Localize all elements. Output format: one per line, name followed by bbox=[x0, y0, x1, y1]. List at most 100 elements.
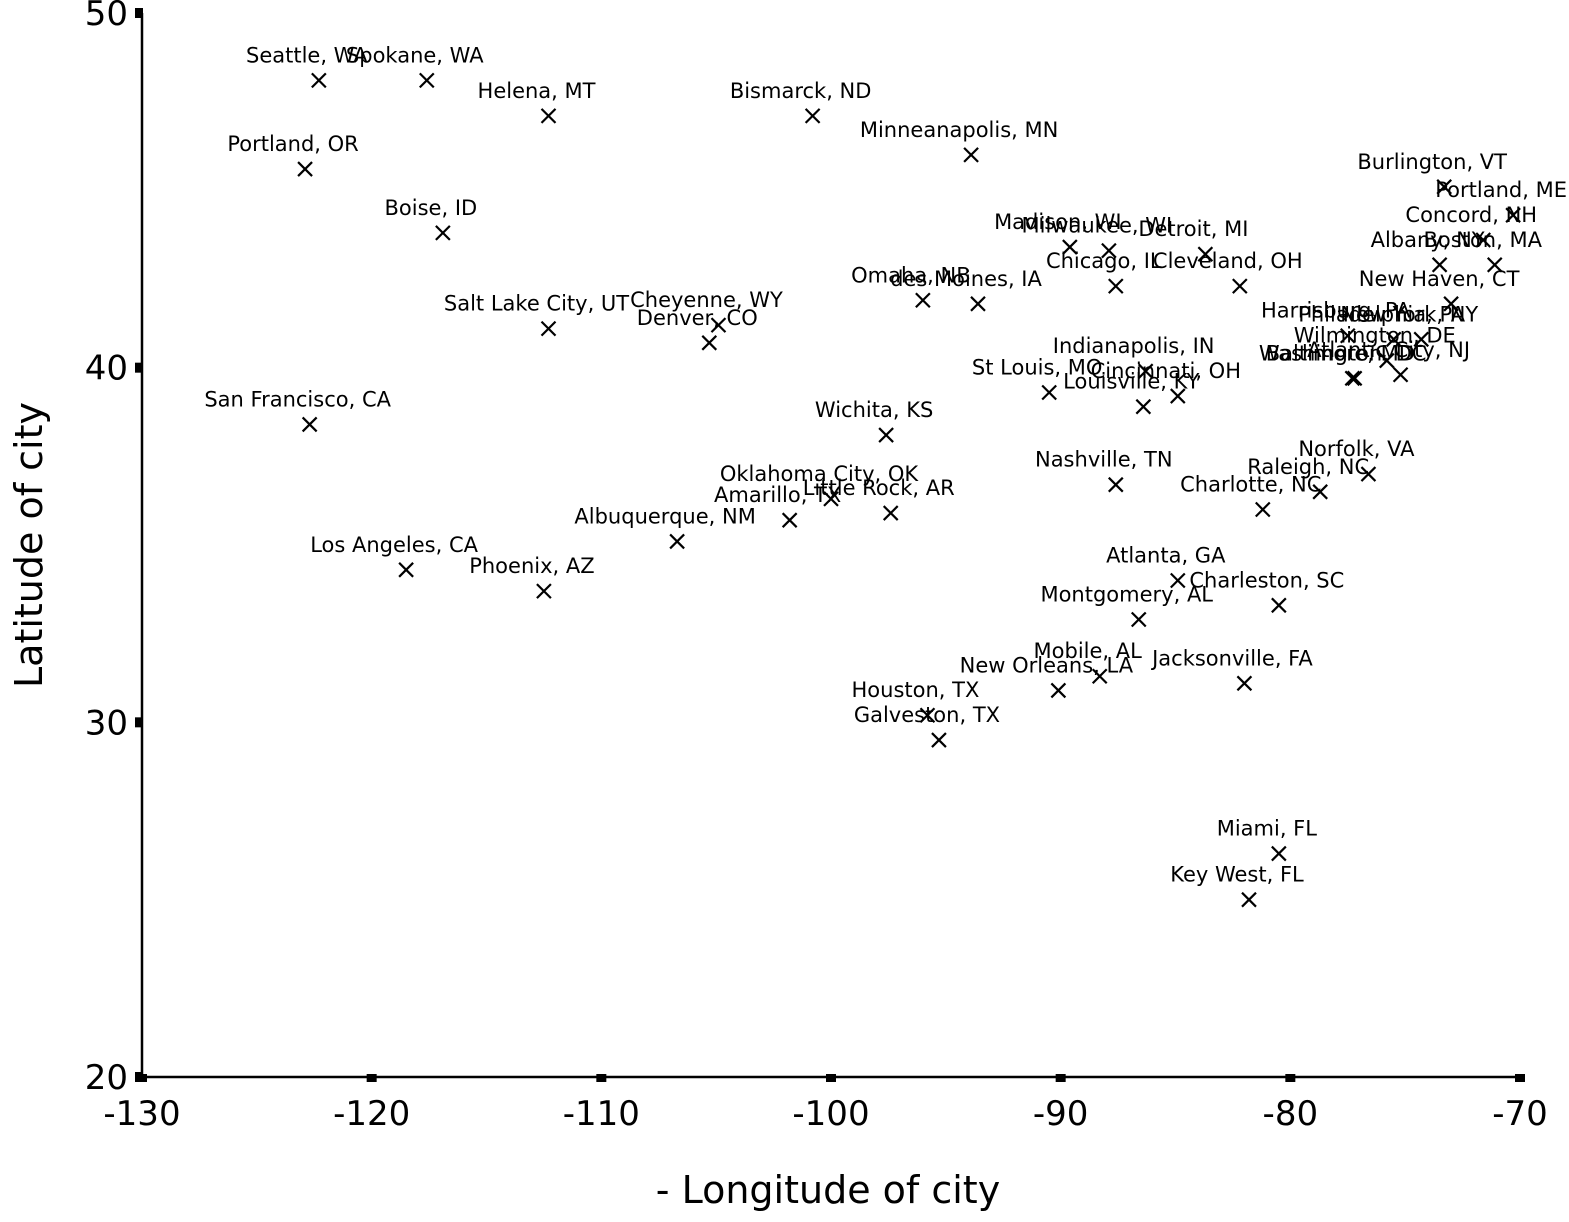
x-axis-title: - Longitude of city bbox=[656, 1168, 1000, 1212]
point-marker-stroke bbox=[540, 108, 557, 124]
point-label: Salt Lake City, UT bbox=[444, 292, 629, 316]
point-label: Concord, NH bbox=[1405, 203, 1537, 227]
data-point: Salt Lake City, UT bbox=[444, 292, 629, 337]
point-label: Galveston, TX bbox=[854, 703, 1000, 727]
point-label: Denver, CO bbox=[637, 306, 758, 330]
point-marker-stroke bbox=[1346, 370, 1363, 387]
data-point: Concord, NH bbox=[1405, 203, 1537, 248]
point-label: Mobile, AL bbox=[1034, 639, 1143, 663]
point-label: Detroit, MI bbox=[1138, 217, 1248, 241]
point-marker-stroke bbox=[1271, 845, 1287, 862]
point-marker-stroke bbox=[701, 335, 718, 351]
point-label: Wilmington, DE bbox=[1294, 324, 1456, 348]
point-marker-stroke bbox=[1436, 179, 1452, 195]
point-label: Phoenix, AZ bbox=[469, 554, 594, 578]
x-tick-label: -100 bbox=[792, 1094, 869, 1134]
x-tick-label: -110 bbox=[563, 1094, 640, 1134]
point-marker-stroke bbox=[1379, 352, 1395, 369]
point-label: Spokane, WA bbox=[346, 43, 484, 67]
point-marker-stroke bbox=[1344, 370, 1361, 387]
point-marker-stroke bbox=[1312, 484, 1328, 500]
data-point: Amarillo, TX bbox=[714, 483, 841, 528]
point-label: Helena, MT bbox=[478, 79, 596, 103]
x-tick bbox=[1285, 1074, 1296, 1082]
point-label: Bismarck, ND bbox=[730, 79, 872, 103]
x-tick bbox=[366, 1074, 377, 1082]
point-label: New Haven, CT bbox=[1359, 267, 1520, 291]
point-marker-stroke bbox=[1130, 611, 1147, 628]
point-label: Chicago, IL bbox=[1046, 249, 1162, 273]
data-point: Albany, NY bbox=[1371, 228, 1485, 273]
point-marker-stroke bbox=[1431, 257, 1448, 273]
data-point: Spokane, WA bbox=[346, 43, 484, 89]
y-tick bbox=[135, 717, 143, 728]
data-point: Jacksonville, FA bbox=[1150, 646, 1313, 692]
point-label: Atlanta, GA bbox=[1106, 543, 1226, 567]
data-point: Helena, MT bbox=[478, 79, 596, 124]
point-marker-stroke bbox=[1135, 398, 1152, 415]
point-label: Key West, FL bbox=[1170, 863, 1304, 887]
x-tick-label: -70 bbox=[1492, 1094, 1548, 1134]
point-marker-stroke bbox=[1041, 384, 1057, 401]
data-point: Cleveland, OH bbox=[1153, 249, 1303, 294]
point-marker-stroke bbox=[311, 72, 327, 89]
point-label: des Moines, IA bbox=[890, 267, 1042, 291]
data-point: St Louis, MO bbox=[972, 355, 1102, 401]
point-label: Milwaukee, WI bbox=[1022, 214, 1173, 238]
point-marker-stroke bbox=[540, 320, 557, 337]
point-marker-stroke bbox=[1413, 331, 1430, 348]
point-marker-stroke bbox=[1385, 331, 1402, 348]
point-label: Louisville, KY bbox=[1063, 370, 1199, 394]
point-marker-stroke bbox=[1137, 363, 1154, 379]
point-label: Albany, NY bbox=[1371, 228, 1485, 252]
point-marker-stroke bbox=[1232, 278, 1248, 294]
point-marker-stroke bbox=[882, 505, 899, 521]
x-tick-label: -80 bbox=[1263, 1094, 1319, 1134]
data-point: Wilmington, DE bbox=[1294, 324, 1456, 369]
point-marker-stroke bbox=[1271, 597, 1287, 614]
data-point: Galveston, TX bbox=[854, 703, 1000, 748]
point-marker-stroke bbox=[1236, 675, 1253, 692]
data-point: Los Angeles, CA bbox=[310, 533, 479, 578]
data-point: Montgomery, AL bbox=[1040, 582, 1213, 628]
point-marker-stroke bbox=[1170, 388, 1186, 404]
point-label: Raleigh, NC bbox=[1247, 455, 1369, 479]
x-tick bbox=[596, 1074, 607, 1082]
point-label: Boise, ID bbox=[385, 196, 478, 220]
data-point: Wichita, KS bbox=[815, 398, 933, 443]
data-point: Cheyenne, WY bbox=[630, 288, 783, 333]
data-point: Charleston, SC bbox=[1189, 568, 1344, 614]
point-marker-stroke bbox=[1254, 501, 1271, 518]
point-marker-stroke bbox=[919, 707, 936, 724]
data-point: Atlanta, GA bbox=[1106, 543, 1226, 589]
point-label: Miami, FL bbox=[1217, 817, 1318, 841]
point-label: Nashville, TN bbox=[1035, 448, 1173, 472]
point-marker-stroke bbox=[1241, 891, 1257, 908]
point-label: Charleston, SC bbox=[1189, 568, 1344, 592]
point-label: Oklahoma City, OK bbox=[720, 462, 920, 486]
point-marker-stroke bbox=[301, 416, 318, 433]
data-point: Milwaukee, WI bbox=[1022, 214, 1173, 259]
point-label: Montgomery, AL bbox=[1040, 582, 1213, 606]
point-label: New Orleans, LA bbox=[960, 653, 1134, 677]
data-point: Mobile, AL bbox=[1034, 639, 1143, 685]
point-marker-stroke bbox=[1505, 207, 1521, 223]
data-point: Houston, TX bbox=[852, 678, 979, 724]
point-marker-stroke bbox=[1339, 327, 1356, 344]
point-marker-stroke bbox=[1050, 682, 1067, 699]
point-label: Los Angeles, CA bbox=[310, 533, 478, 557]
point-label: Philadelphia, PA bbox=[1298, 302, 1466, 326]
point-label: Jacksonville, FA bbox=[1150, 646, 1313, 670]
point-marker-stroke bbox=[1108, 278, 1124, 294]
point-marker-stroke bbox=[1392, 366, 1409, 383]
point-marker-stroke bbox=[1170, 572, 1186, 589]
point-marker-stroke bbox=[878, 427, 894, 443]
data-point: Albuquerque, NM bbox=[574, 504, 756, 550]
data-point: New York, NY bbox=[1340, 302, 1478, 348]
point-marker-stroke bbox=[419, 72, 435, 89]
point-label: Minneanapolis, MN bbox=[860, 118, 1059, 142]
data-point: des Moines, IA bbox=[890, 267, 1042, 312]
point-label: Cheyenne, WY bbox=[630, 288, 783, 312]
point-marker-stroke bbox=[536, 583, 552, 599]
